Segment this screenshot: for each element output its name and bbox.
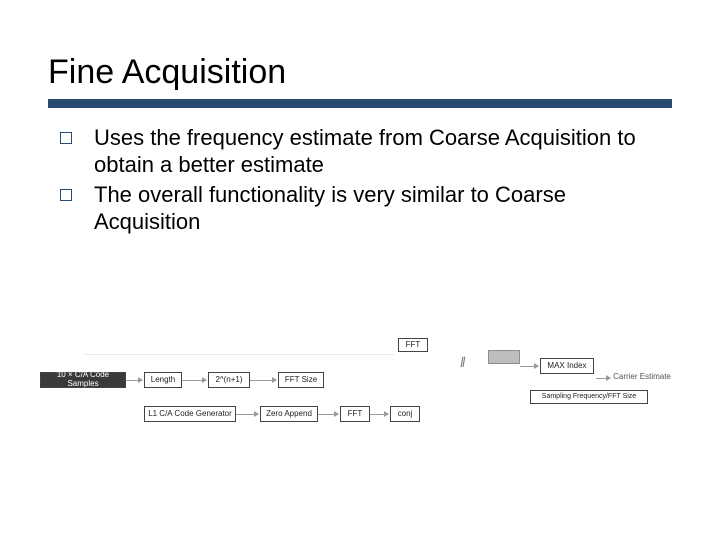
node-pow2: 2^(n+1) [208, 372, 250, 388]
arrow-icon [520, 366, 538, 367]
node-sampling-over-fft: Sampling Frequency/FFT Size [530, 390, 648, 404]
arrow-icon [236, 414, 258, 415]
node-input-samples: 10 × C/A Code Samples [40, 372, 126, 388]
arrow-icon [250, 380, 276, 381]
bullet-list: Uses the frequency estimate from Coarse … [48, 124, 672, 236]
square-bullet-icon [60, 189, 72, 201]
node-conj: conj [390, 406, 420, 422]
list-item: The overall functionality is very simila… [60, 181, 672, 236]
node-zero-append: Zero Append [260, 406, 318, 422]
node-ca-code-generator: L1 C/A Code Generator [144, 406, 236, 422]
node-length: Length [144, 372, 182, 388]
page-title: Fine Acquisition [48, 52, 672, 93]
bullet-text: Uses the frequency estimate from Coarse … [94, 124, 672, 179]
grey-block [488, 350, 520, 364]
arrow-icon [596, 378, 610, 379]
arrow-icon [182, 380, 206, 381]
arrow-icon [318, 414, 338, 415]
node-fft-top: FFT [398, 338, 428, 352]
list-item: Uses the frequency estimate from Coarse … [60, 124, 672, 179]
guide-line [84, 354, 394, 355]
bullet-text: The overall functionality is very simila… [94, 181, 672, 236]
node-max-index: MAX Index [540, 358, 594, 374]
slide: Fine Acquisition Uses the frequency esti… [0, 0, 720, 540]
slash-icon: // [459, 354, 464, 370]
node-carrier-estimate: Carrier Estimate [612, 372, 672, 381]
arrow-icon [370, 414, 388, 415]
title-underline [48, 99, 672, 108]
square-bullet-icon [60, 132, 72, 144]
arrow-icon [126, 380, 142, 381]
node-fft-bottom: FFT [340, 406, 370, 422]
node-fft-size: FFT Size [278, 372, 324, 388]
block-diagram: 10 × C/A Code Samples Length 2^(n+1) FFT… [40, 330, 680, 440]
